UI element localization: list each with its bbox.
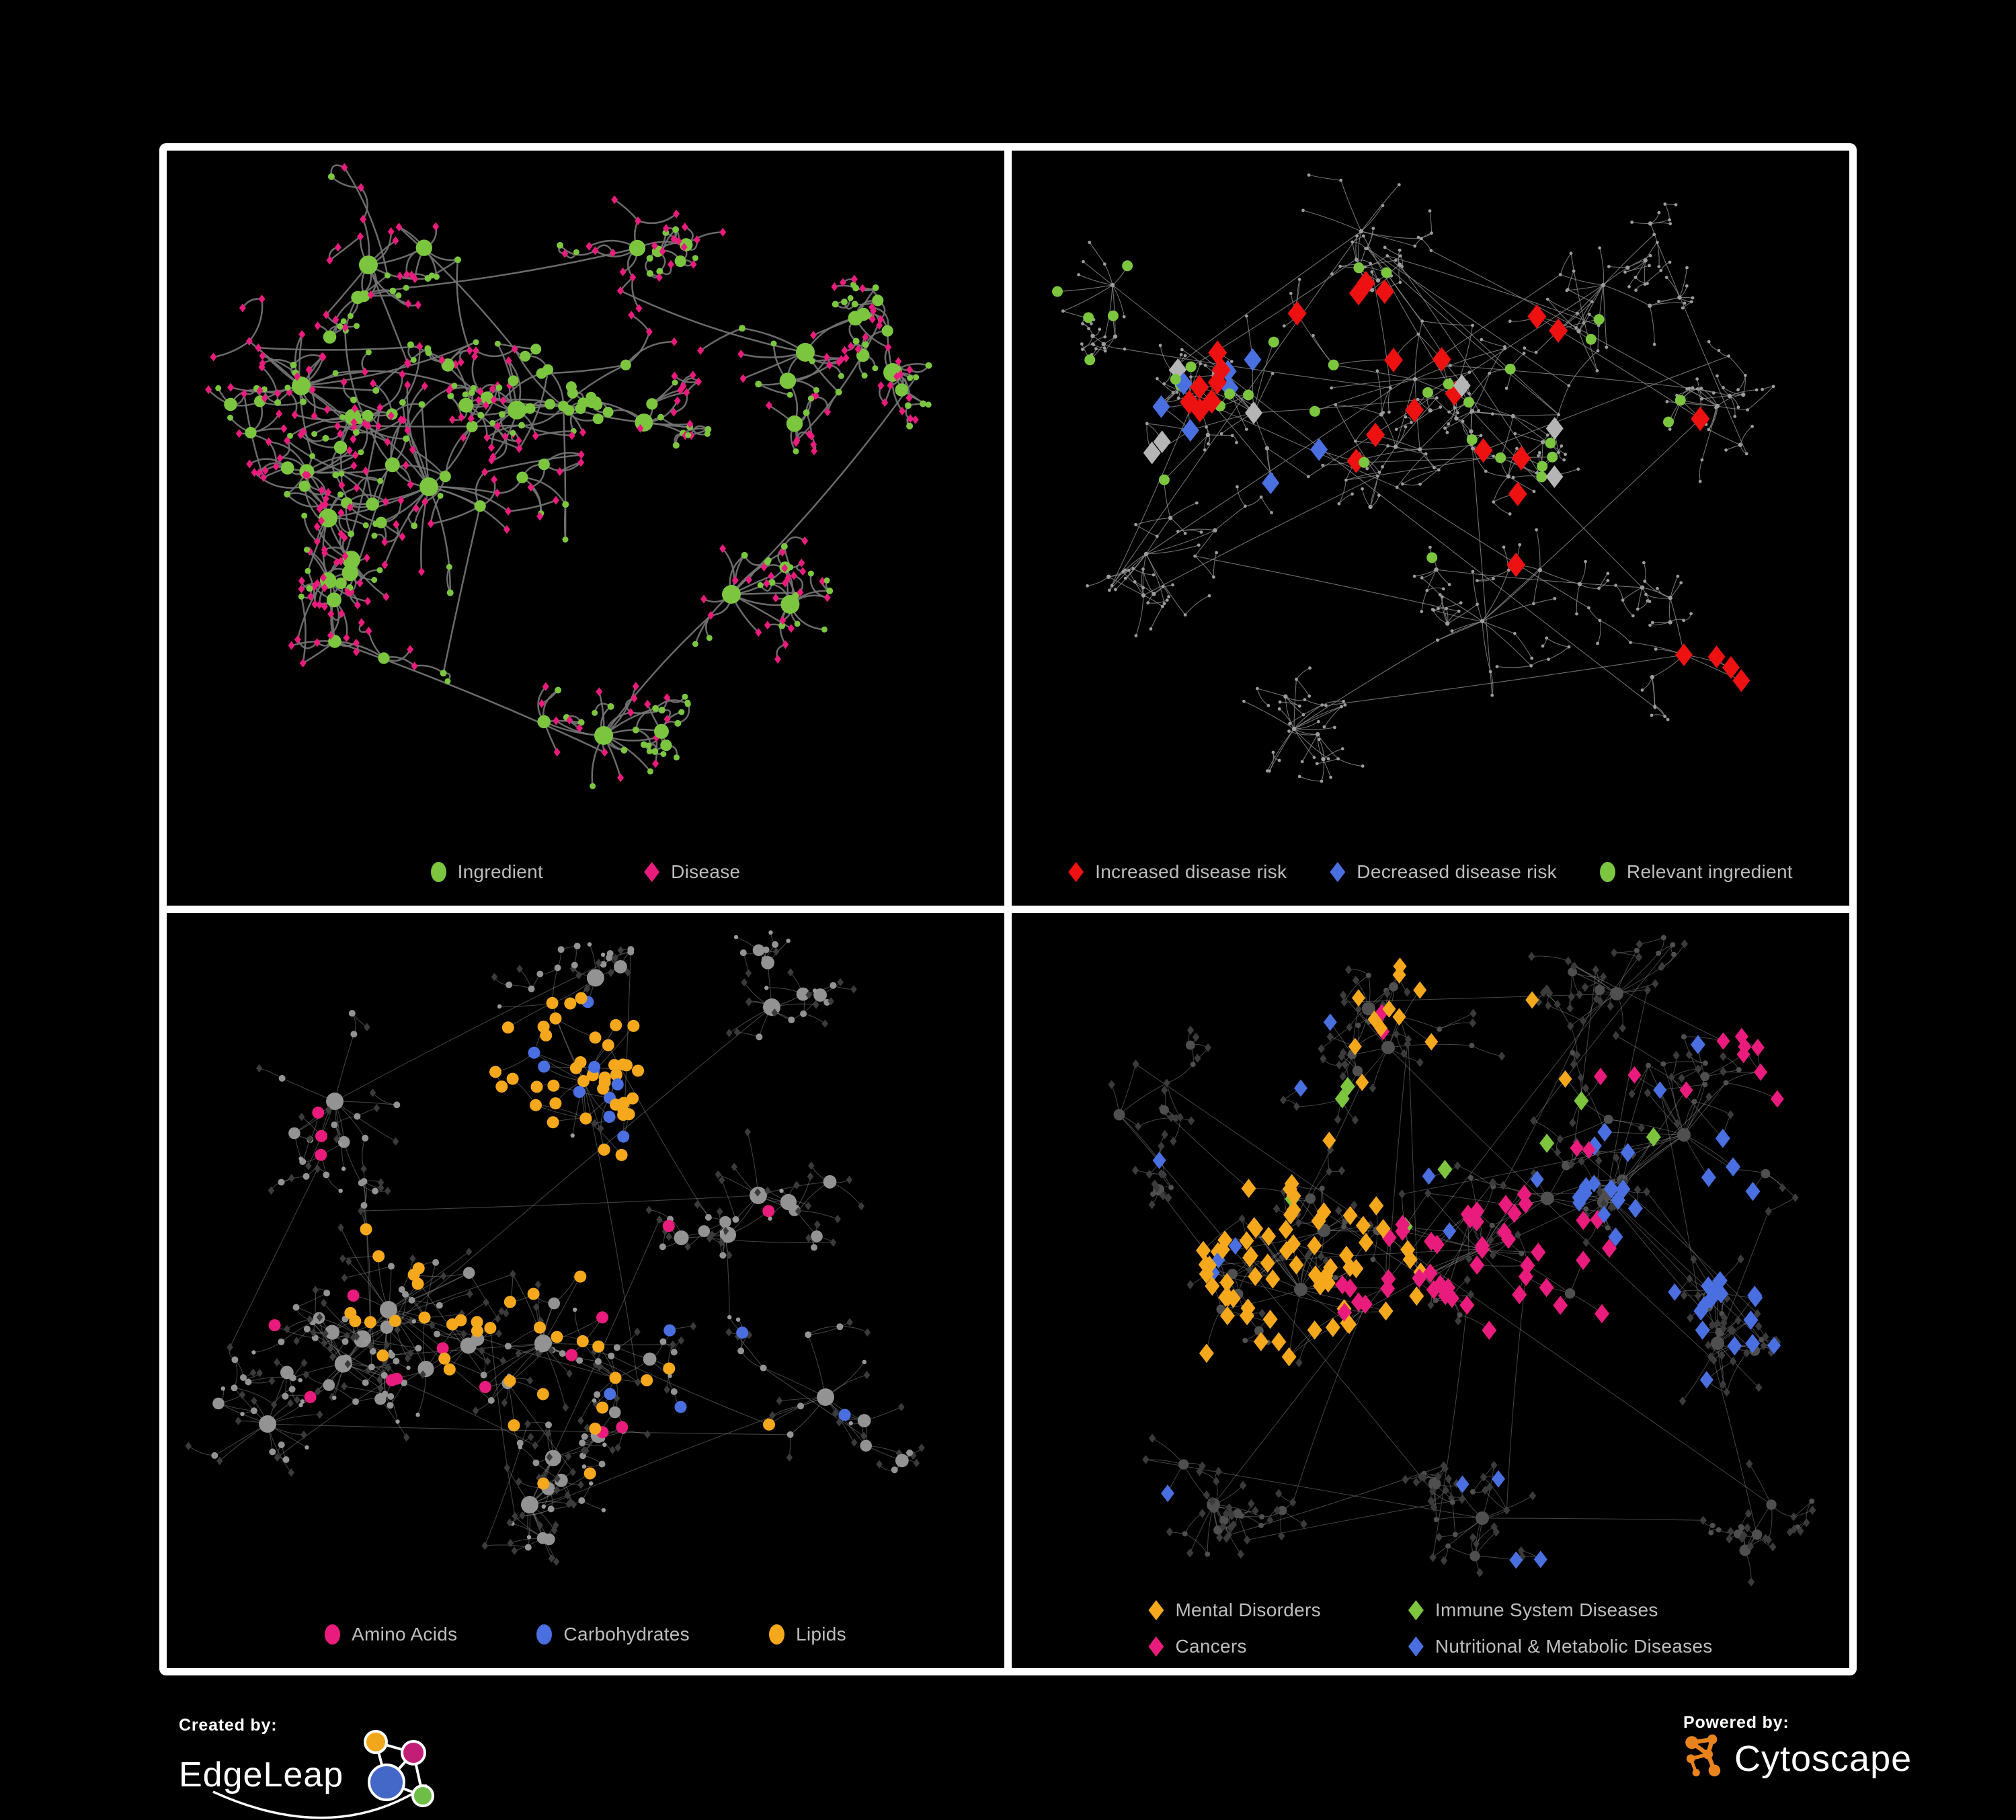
legend-label: Immune System Diseases <box>1435 1599 1658 1620</box>
legend-label: Mental Disorders <box>1175 1599 1321 1620</box>
legend-item-carbohydrates: Carbohydrates <box>536 1624 690 1645</box>
legend-item-increased-disease-risk: Increased disease risk <box>1068 861 1287 883</box>
legend-label: Carbohydrates <box>563 1624 690 1645</box>
legend-disease-risk: Increased disease risk Decreased disease … <box>1012 861 1849 883</box>
network-disease-risk[interactable] <box>1012 151 1849 906</box>
legend-item-immune-system-diseases: Immune System Diseases <box>1408 1599 1713 1621</box>
legend-item-ingredient: Ingredient <box>430 861 544 883</box>
diamond-marker-icon <box>1330 862 1346 882</box>
credit-cytoscape: Powered by: Cytoscape <box>1683 1713 1912 1785</box>
legend-item-lipids: Lipids <box>768 1624 846 1645</box>
legend-item-cancers: Cancers <box>1148 1636 1320 1657</box>
diamond-marker-icon <box>644 862 660 882</box>
legend-ingredient-disease: Ingredient Disease <box>167 861 1004 883</box>
circle-marker-icon <box>768 1624 784 1645</box>
network-disease-classes[interactable] <box>1012 913 1849 1668</box>
created-by-label: Created by: <box>179 1716 278 1735</box>
legend-item-decreased-disease-risk: Decreased disease risk <box>1330 861 1557 883</box>
legend-label: Ingredient <box>457 861 544 882</box>
credit-edgeleap: Created by: EdgeLeap <box>179 1716 448 1819</box>
edgeleap-wordmark: EdgeLeap <box>179 1755 344 1795</box>
diamond-marker-icon <box>1408 1600 1424 1620</box>
diamond-marker-icon <box>1408 1636 1424 1657</box>
panel-disease-risk: Increased disease risk Decreased disease … <box>1012 151 1849 906</box>
legend-label: Nutritional & Metabolic Diseases <box>1435 1636 1713 1657</box>
panel-ingredient-disease: Ingredient Disease <box>167 151 1004 906</box>
legend-item-relevant-ingredient: Relevant ingredient <box>1599 861 1793 883</box>
powered-by-label: Powered by: <box>1683 1713 1789 1732</box>
circle-marker-icon <box>325 1624 341 1645</box>
edgeleap-logo-icon <box>212 1730 435 1819</box>
circle-marker-icon <box>1599 862 1615 882</box>
cytoscape-logo-icon <box>1685 1734 1721 1777</box>
legend-item-mental-disorders: Mental Disorders <box>1148 1599 1321 1621</box>
panel-grid: Ingredient Disease Increased disease risk… <box>159 143 1857 1675</box>
circle-marker-icon <box>536 1624 553 1645</box>
cytoscape-wordmark: Cytoscape <box>1734 1739 1912 1780</box>
circle-marker-icon <box>430 862 446 882</box>
legend-nutrient-classes: Amino Acids Carbohydrates Lipids <box>167 1624 1004 1645</box>
panel-nutrient-classes: Amino Acids Carbohydrates Lipids <box>167 913 1004 1668</box>
legend-label: Increased disease risk <box>1095 861 1287 882</box>
diamond-marker-icon <box>1148 1636 1164 1657</box>
legend-label: Decreased disease risk <box>1357 861 1557 882</box>
diamond-marker-icon <box>1148 1600 1164 1620</box>
panel-disease-classes: Mental Disorders Immune System Diseases Ca… <box>1012 913 1849 1668</box>
legend-label: Lipids <box>795 1624 846 1645</box>
legend-item-nutritional-metabolic-diseases: Nutritional & Metabolic Diseases <box>1408 1636 1713 1657</box>
legend-label: Cancers <box>1175 1636 1247 1657</box>
legend-disease-classes: Mental Disorders Immune System Diseases Ca… <box>1012 1599 1849 1657</box>
network-nutrient-classes[interactable] <box>167 913 1004 1668</box>
legend-label: Amino Acids <box>352 1624 458 1645</box>
legend-label: Relevant ingredient <box>1626 861 1793 882</box>
legend-item-disease: Disease <box>644 861 740 883</box>
diamond-marker-icon <box>1068 862 1084 882</box>
legend-item-amino-acids: Amino Acids <box>325 1624 457 1645</box>
network-ingredient-disease[interactable] <box>167 151 1004 906</box>
legend-label: Disease <box>671 861 741 882</box>
